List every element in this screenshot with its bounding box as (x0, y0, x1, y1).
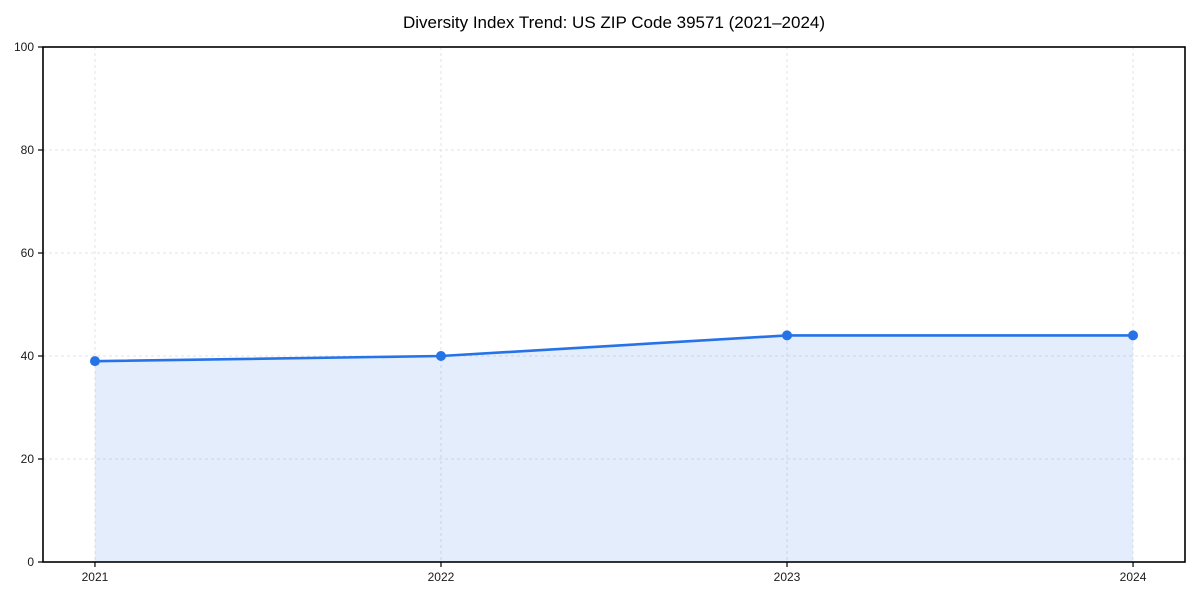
y-tick-label: 0 (27, 555, 34, 569)
chart-title: Diversity Index Trend: US ZIP Code 39571… (402, 13, 826, 32)
x-tick-label: 2021 (82, 570, 109, 584)
x-tick-label: 2022 (428, 570, 455, 584)
x-tick-label: 2023 (774, 570, 801, 584)
data-point-marker (89, 356, 100, 367)
data-point-marker (1128, 330, 1139, 341)
data-point-marker (782, 330, 793, 341)
y-tick-label: 100 (14, 40, 34, 54)
x-tick-label: 2024 (1120, 570, 1147, 584)
y-tick-label: 40 (21, 349, 35, 363)
trend-line (93, 334, 1135, 363)
area-fill (94, 335, 1134, 562)
y-tick-label: 20 (21, 452, 35, 466)
data-point-marker (435, 351, 446, 361)
y-tick-label: 60 (21, 246, 35, 260)
y-tick-label: 80 (21, 143, 35, 157)
plot-border (42, 46, 1186, 563)
